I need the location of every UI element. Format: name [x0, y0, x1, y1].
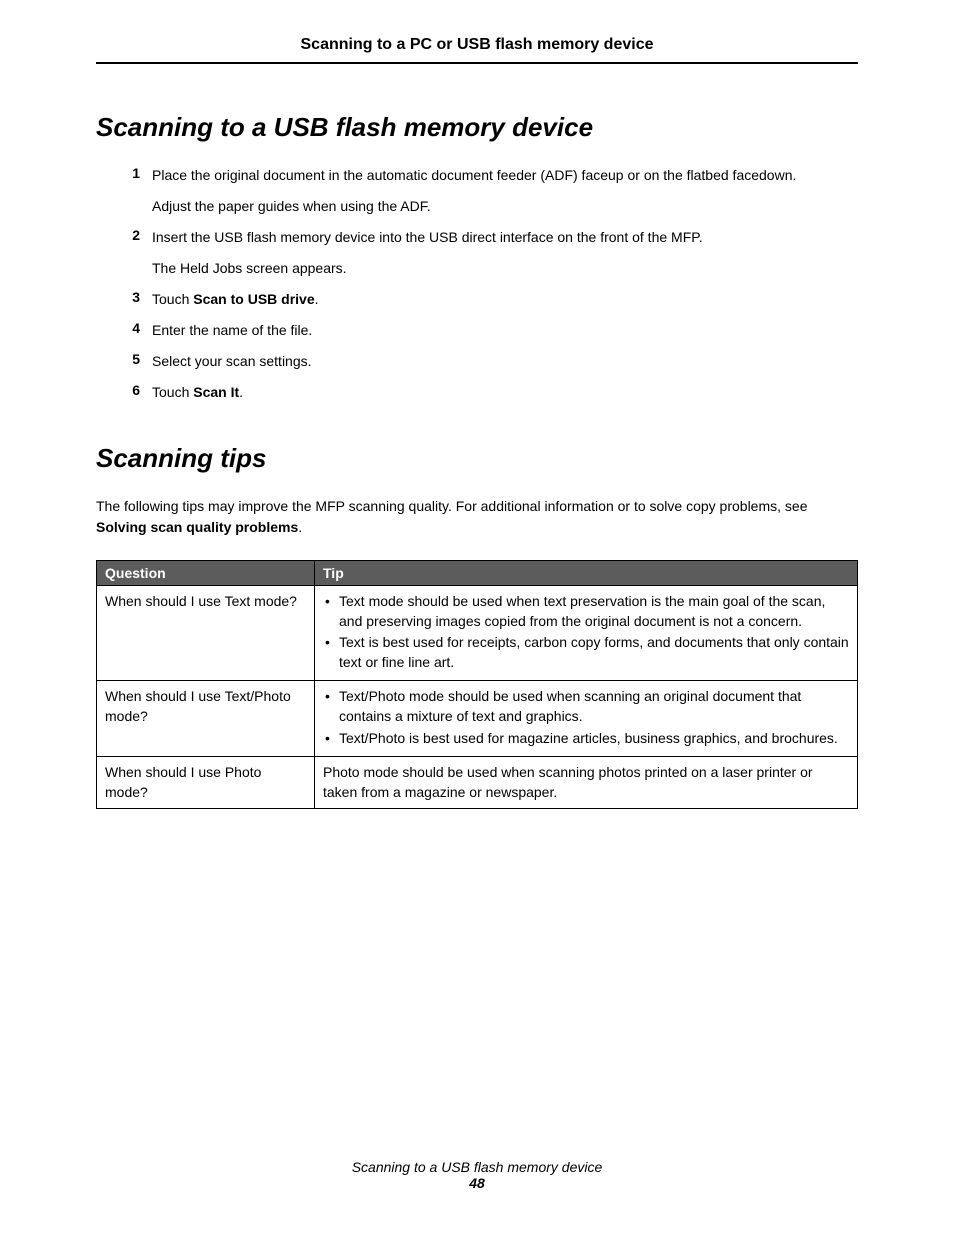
step-text: Touch Scan It. — [152, 382, 243, 403]
table-row: When should I use Text/Photo mode? Text/… — [97, 681, 858, 757]
col-header-tip: Tip — [315, 561, 858, 586]
step-number: 5 — [128, 351, 152, 367]
step-4: 4 Enter the name of the file. — [128, 320, 858, 341]
step-2: 2 Insert the USB flash memory device int… — [128, 227, 858, 279]
intro-paragraph: The following tips may improve the MFP s… — [96, 496, 858, 538]
step-body: Insert the USB flash memory device into … — [152, 227, 703, 279]
tip-cell: Text mode should be used when text prese… — [315, 586, 858, 681]
section-title-scanning-tips: Scanning tips — [96, 443, 858, 474]
step-number: 3 — [128, 289, 152, 305]
footer-page-number: 48 — [0, 1175, 954, 1191]
step-number: 4 — [128, 320, 152, 336]
step-number: 6 — [128, 382, 152, 398]
page-footer: Scanning to a USB flash memory device 48 — [0, 1159, 954, 1191]
step-body: Enter the name of the file. — [152, 320, 312, 341]
question-cell: When should I use Photo mode? — [97, 757, 315, 809]
question-cell: When should I use Text mode? — [97, 586, 315, 681]
tip-bullets: Text/Photo mode should be used when scan… — [323, 687, 849, 748]
step-body: Touch Scan It. — [152, 382, 243, 403]
tip-cell: Text/Photo mode should be used when scan… — [315, 681, 858, 757]
tip-cell: Photo mode should be used when scanning … — [315, 757, 858, 809]
step-text: Enter the name of the file. — [152, 320, 312, 341]
step-body: Touch Scan to USB drive. — [152, 289, 319, 310]
step-text: Touch Scan to USB drive. — [152, 289, 319, 310]
col-header-question: Question — [97, 561, 315, 586]
section-title-scan-usb: Scanning to a USB flash memory device — [96, 112, 858, 143]
tip-bullet: Text is best used for receipts, carbon c… — [323, 633, 849, 672]
tips-table: Question Tip When should I use Text mode… — [96, 560, 858, 809]
tip-bullets: Text mode should be used when text prese… — [323, 592, 849, 672]
step-text: Place the original document in the autom… — [152, 165, 796, 186]
footer-title: Scanning to a USB flash memory device — [0, 1159, 954, 1175]
step-text: Adjust the paper guides when using the A… — [152, 196, 796, 217]
step-number: 2 — [128, 227, 152, 243]
step-5: 5 Select your scan settings. — [128, 351, 858, 372]
step-text: The Held Jobs screen appears. — [152, 258, 703, 279]
steps-list: 1 Place the original document in the aut… — [96, 165, 858, 403]
step-6: 6 Touch Scan It. — [128, 382, 858, 403]
step-3: 3 Touch Scan to USB drive. — [128, 289, 858, 310]
step-1: 1 Place the original document in the aut… — [128, 165, 858, 217]
step-body: Place the original document in the autom… — [152, 165, 796, 217]
table-header-row: Question Tip — [97, 561, 858, 586]
question-cell: When should I use Text/Photo mode? — [97, 681, 315, 757]
tip-bullet: Text/Photo mode should be used when scan… — [323, 687, 849, 726]
tip-bullet: Text mode should be used when text prese… — [323, 592, 849, 631]
tip-bullet: Text/Photo is best used for magazine art… — [323, 729, 849, 749]
step-number: 1 — [128, 165, 152, 181]
table-row: When should I use Text mode? Text mode s… — [97, 586, 858, 681]
step-body: Select your scan settings. — [152, 351, 312, 372]
table-row: When should I use Photo mode? Photo mode… — [97, 757, 858, 809]
step-text: Select your scan settings. — [152, 351, 312, 372]
chapter-header: Scanning to a PC or USB flash memory dev… — [96, 36, 858, 64]
step-text: Insert the USB flash memory device into … — [152, 227, 703, 248]
